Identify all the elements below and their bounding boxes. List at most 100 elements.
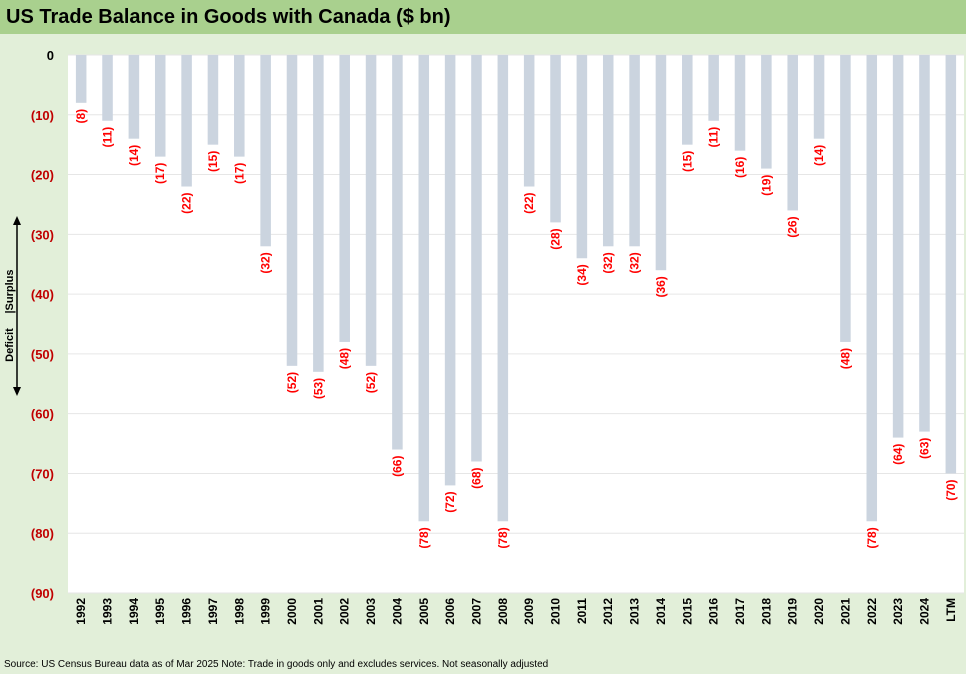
x-tick-label: 2006 (443, 598, 457, 625)
bar (497, 55, 509, 522)
surplus-label: Surplus (4, 270, 16, 311)
data-label: (34) (575, 264, 589, 285)
x-tick-label: 2021 (838, 598, 852, 625)
bar (471, 55, 482, 462)
y-tick-label: (60) (31, 407, 54, 422)
data-label: (64) (891, 444, 905, 465)
x-tick-label: 2010 (549, 598, 563, 625)
x-axis: 1992 1993 1994 1995 1996 1997 1998 1999 2000 2001… (74, 598, 958, 625)
x-tick-label: 1997 (206, 598, 220, 625)
x-tick-label: 2023 (891, 598, 905, 625)
data-label: (22) (522, 193, 536, 214)
bar (260, 55, 271, 247)
plot-area (68, 55, 964, 593)
bar (286, 55, 298, 366)
x-tick-label: 2003 (364, 598, 378, 625)
y-tick-label: (50) (31, 347, 54, 362)
data-label: (48) (338, 348, 352, 369)
data-label: (63) (917, 438, 931, 459)
x-tick-label: 1998 (232, 598, 246, 625)
bar (444, 55, 456, 486)
bar (392, 55, 403, 450)
data-label: (15) (206, 151, 220, 172)
x-tick-label: 2012 (601, 598, 615, 625)
y-tick-label: (30) (31, 227, 54, 242)
x-tick-label: 2015 (680, 598, 694, 625)
divider-label: | (4, 310, 16, 313)
up-arrow-icon (13, 216, 21, 225)
x-tick-label: 2005 (417, 598, 431, 625)
source-note: Source: US Census Bureau data as of Mar … (4, 659, 549, 670)
x-tick-label: 2007 (469, 598, 483, 625)
x-tick-label: 1999 (259, 598, 273, 625)
data-label: (17) (232, 163, 246, 184)
bar (945, 55, 957, 474)
data-label: (15) (680, 151, 694, 172)
data-label: (16) (733, 157, 747, 178)
x-tick-label: 1992 (74, 598, 88, 625)
bar (655, 55, 667, 271)
data-labels: (8) (11) (14) (17) (22) (15) (17) (32) (52) (53) (… (74, 109, 958, 549)
bar (866, 55, 878, 522)
chart-title: US Trade Balance in Goods with Canada ($… (6, 6, 451, 28)
y-tick-label: 0 (47, 48, 54, 63)
bar (75, 55, 87, 103)
x-tick-label: 2020 (812, 598, 826, 625)
x-tick-label: 2001 (311, 598, 325, 625)
bar (734, 55, 746, 151)
x-tick-label: 2011 (575, 598, 589, 624)
data-label: (78) (496, 527, 510, 548)
bar (892, 55, 904, 438)
x-tick-label: 2004 (390, 598, 404, 625)
data-label: (68) (469, 467, 483, 488)
bar (629, 55, 640, 247)
data-label: (14) (812, 145, 826, 166)
bar (418, 55, 430, 522)
bar (550, 55, 561, 223)
bar (207, 55, 219, 145)
data-label: (72) (443, 491, 457, 512)
y-axis: 0 (10) (20) (30) (40) (50) (60) (70) (80) (90) (31, 48, 54, 601)
bar (708, 55, 719, 121)
data-label: (36) (654, 276, 668, 297)
bar (840, 55, 851, 342)
bar (181, 55, 192, 187)
x-tick-label: LTM (944, 598, 958, 622)
y-tick-label: (20) (31, 168, 54, 183)
y-tick-label: (40) (31, 287, 54, 302)
x-tick-label: 2013 (628, 598, 642, 625)
bar (154, 55, 166, 157)
bar (813, 55, 825, 139)
y-tick-label: (70) (31, 466, 54, 481)
data-label: (78) (417, 527, 431, 548)
data-label: (14) (127, 145, 141, 166)
gridlines (68, 54, 964, 594)
data-label: (32) (601, 252, 615, 273)
data-label: (66) (390, 456, 404, 477)
title-band: US Trade Balance in Goods with Canada ($… (0, 0, 966, 34)
x-tick-label: 1993 (101, 598, 115, 625)
data-label: (17) (153, 163, 167, 184)
data-label: (48) (838, 348, 852, 369)
bar (919, 55, 930, 432)
data-label: (11) (101, 127, 115, 148)
x-tick-label: 2018 (759, 598, 773, 625)
data-label: (22) (180, 193, 194, 214)
bar (365, 55, 377, 366)
data-label: (70) (944, 479, 958, 500)
data-label: (32) (259, 252, 273, 273)
y-tick-label: (10) (31, 108, 54, 123)
x-tick-label: 2017 (733, 598, 747, 625)
x-tick-label: 2014 (654, 598, 668, 625)
x-tick-label: 2009 (522, 598, 536, 625)
data-label: (32) (628, 252, 642, 273)
bar (313, 55, 324, 372)
bar (234, 55, 245, 157)
data-label: (53) (311, 378, 325, 399)
bar (761, 55, 772, 169)
data-label: (78) (865, 527, 879, 548)
data-label: (52) (285, 372, 299, 393)
down-arrow-icon (13, 387, 21, 396)
deficit-label: Deficit (4, 328, 16, 362)
y-tick-label: (80) (31, 526, 54, 541)
